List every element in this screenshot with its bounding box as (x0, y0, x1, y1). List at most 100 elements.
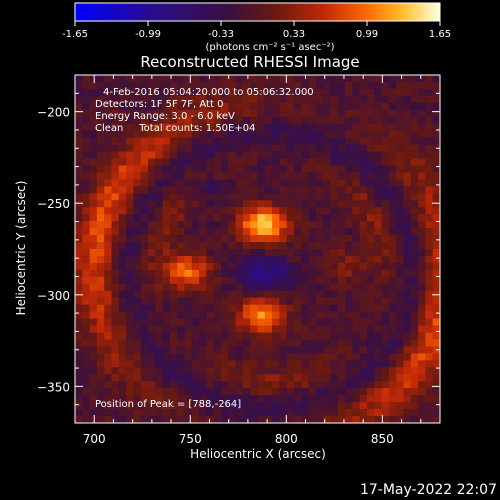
heatmap-cell (199, 325, 207, 333)
heatmap-cell (104, 290, 112, 299)
heatmap-cell (148, 388, 156, 396)
heatmap-cell (96, 290, 105, 299)
heatmap-cell (388, 346, 397, 354)
heatmap-cell (235, 388, 244, 396)
heatmap-cell (396, 249, 404, 257)
heatmap-cell (279, 172, 288, 180)
heatmap-cell (418, 130, 426, 139)
heatmap-cell (388, 283, 397, 292)
heatmap-cell (162, 172, 171, 180)
heatmap-cell (257, 304, 266, 313)
heatmap-cell (199, 311, 207, 319)
heatmap-cell (89, 200, 98, 208)
heatmap-cell (82, 367, 90, 375)
heatmap-cell (257, 123, 266, 132)
heatmap-cell (133, 276, 142, 285)
heatmap-cell (403, 207, 412, 215)
heatmap-cell (169, 332, 178, 340)
heatmap-cell (286, 158, 295, 166)
heatmap-cell (418, 262, 426, 271)
heatmap-cell (345, 158, 353, 166)
heatmap-cell (82, 325, 90, 333)
heatmap-cell (432, 381, 441, 389)
heatmap-cell (359, 221, 368, 229)
heatmap-cell (257, 151, 266, 159)
heatmap-cell (184, 332, 193, 340)
heatmap-cell (96, 144, 105, 152)
heatmap-cell (191, 228, 200, 236)
heatmap-cell (272, 88, 280, 97)
heatmap-cell (162, 374, 171, 382)
heatmap-cell (250, 332, 258, 340)
heatmap-cell (432, 262, 441, 271)
heatmap-cell (264, 402, 273, 410)
heatmap-cell (388, 214, 397, 222)
heatmap-cell (162, 102, 171, 111)
heatmap-cell (418, 165, 426, 173)
heatmap-cell (82, 242, 90, 250)
heatmap-cell (206, 339, 215, 347)
heatmap-cell (403, 416, 412, 424)
heatmap-cell (301, 200, 309, 208)
heatmap-cell (206, 88, 215, 97)
heatmap-cell (75, 318, 83, 326)
heatmap-cell (418, 144, 426, 152)
heatmap-cell (410, 88, 419, 97)
heatmap-cell (169, 304, 178, 313)
heatmap-cell (96, 228, 105, 236)
heatmap-cell (104, 339, 112, 347)
heatmap-cell (184, 81, 193, 90)
heatmap-cell (111, 409, 120, 417)
heatmap-cell (177, 395, 185, 403)
heatmap-cell (352, 186, 361, 194)
heatmap-cell (191, 388, 200, 396)
heatmap-cell (228, 165, 236, 173)
heatmap-cell (184, 346, 193, 354)
heatmap-cell (374, 102, 382, 111)
heatmap-cell (177, 339, 185, 347)
heatmap-cell (104, 137, 112, 145)
heatmap-cell (418, 297, 426, 306)
heatmap-cell (206, 235, 215, 243)
heatmap-cell (213, 193, 222, 201)
heatmap-cell (221, 116, 229, 125)
heatmap-cell (148, 318, 156, 326)
heatmap-cell (206, 304, 215, 313)
heatmap-cell (75, 95, 83, 104)
heatmap-cell (126, 137, 134, 145)
heatmap-cell (148, 367, 156, 375)
heatmap-cell (184, 360, 193, 368)
heatmap-cell (140, 221, 149, 229)
heatmap-cell (301, 221, 309, 229)
heatmap-cell (169, 318, 178, 326)
heatmap-cell (410, 221, 419, 229)
heatmap-cell (301, 283, 309, 292)
heatmap-cell (148, 123, 156, 132)
heatmap-cell (257, 165, 266, 173)
heatmap-cell (155, 402, 163, 410)
heatmap-cell (330, 409, 339, 417)
heatmap-cell (242, 346, 251, 354)
heatmap-cell (126, 214, 134, 222)
heatmap-cell (133, 75, 142, 83)
heatmap-cell (264, 102, 273, 111)
heatmap-cell (250, 228, 258, 236)
heatmap-cell (432, 109, 441, 118)
heatmap-cell (96, 242, 105, 250)
heatmap-cell (410, 283, 419, 292)
heatmap-cell (118, 276, 127, 285)
heatmap-cell (199, 353, 207, 361)
heatmap-cell (432, 332, 441, 340)
heatmap-cell (133, 381, 142, 389)
heatmap-cell (118, 81, 127, 90)
heatmap-cell (250, 186, 258, 194)
heatmap-cell (323, 102, 331, 111)
heatmap-cell (418, 416, 426, 424)
heatmap-cell (148, 172, 156, 180)
heatmap-cell (169, 158, 178, 166)
heatmap-cell (221, 290, 229, 299)
y-tick-label: −250 (37, 197, 70, 211)
heatmap-cell (403, 297, 412, 306)
heatmap-cell (352, 200, 361, 208)
heatmap-cell (191, 123, 200, 132)
